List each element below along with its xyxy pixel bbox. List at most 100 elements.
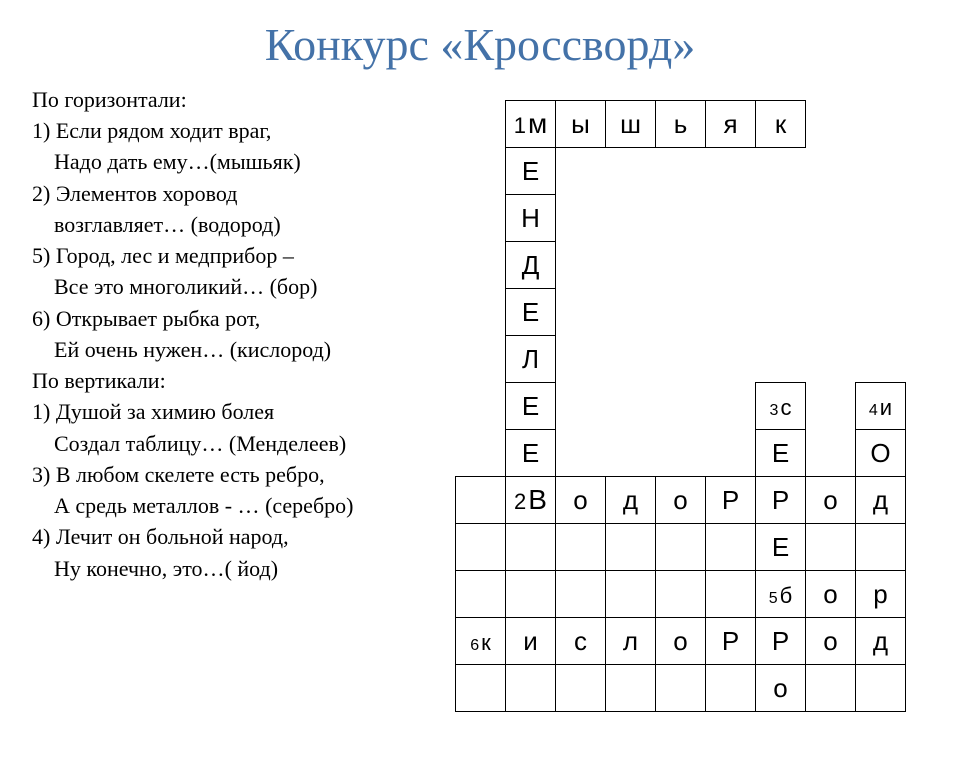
- grid-cell: о: [806, 618, 856, 665]
- grid-cell: [606, 430, 656, 477]
- grid-cell: [456, 148, 506, 195]
- grid-cell: [456, 289, 506, 336]
- grid-cell: [906, 289, 956, 336]
- grid-cell: [906, 430, 956, 477]
- grid-cell: [656, 242, 706, 289]
- grid-cell: [906, 665, 956, 712]
- grid-cell: [506, 712, 556, 758]
- grid-cell: [706, 242, 756, 289]
- grid-cell: л: [606, 618, 656, 665]
- grid-cell: [456, 712, 506, 758]
- grid-cell: [856, 336, 906, 383]
- grid-cell: [606, 336, 656, 383]
- grid-cell: [606, 524, 656, 571]
- grid-cell: [556, 195, 606, 242]
- grid-cell: Е: [506, 148, 556, 195]
- grid-cell: [856, 101, 906, 148]
- grid-cell: [656, 524, 706, 571]
- grid-cell: я: [706, 101, 756, 148]
- grid-cell: [606, 242, 656, 289]
- clue-v1-line1: 1) Душой за химию болея: [32, 396, 452, 427]
- grid-cell: Е: [756, 430, 806, 477]
- grid-cell: Р: [756, 477, 806, 524]
- clue-v1-line2: Создал таблицу… (Менделеев): [32, 428, 452, 459]
- grid-cell: Е: [506, 383, 556, 430]
- grid-cell: [456, 571, 506, 618]
- grid-cell: [606, 195, 656, 242]
- grid-cell: [656, 289, 706, 336]
- crossword-grid: 1мышьякЕНДЕЛЕ3с4иЕЕО2ВодоРРодЕ5бор6кисло…: [455, 100, 956, 758]
- grid-cell: [656, 430, 706, 477]
- grid-cell: [856, 289, 906, 336]
- grid-cell: [656, 336, 706, 383]
- grid-cell: [456, 336, 506, 383]
- clue-v4-line2: Ну конечно, это…( йод): [32, 553, 452, 584]
- grid-cell: 6к: [456, 618, 506, 665]
- grid-cell: Е: [506, 430, 556, 477]
- grid-cell: 4и: [856, 383, 906, 430]
- grid-cell: [706, 195, 756, 242]
- grid-cell: О: [856, 430, 906, 477]
- grid-cell: [906, 242, 956, 289]
- grid-cell: с: [556, 618, 606, 665]
- grid-cell: Е: [756, 524, 806, 571]
- grid-cell: [706, 571, 756, 618]
- grid-cell: [806, 430, 856, 477]
- grid-cell: [756, 242, 806, 289]
- grid-cell: [806, 336, 856, 383]
- grid-cell: [756, 148, 806, 195]
- clue-h1-line1: 1) Если рядом ходит враг,: [32, 115, 452, 146]
- grid-cell: [906, 618, 956, 665]
- grid-cell: [906, 101, 956, 148]
- grid-cell: [656, 383, 706, 430]
- grid-cell: ы: [556, 101, 606, 148]
- grid-cell: [556, 665, 606, 712]
- clue-h5-line2: Все это многоликий… (бор): [32, 271, 452, 302]
- grid-cell: [806, 148, 856, 195]
- vertical-heading: По вертикали:: [32, 365, 452, 396]
- grid-cell: [556, 148, 606, 195]
- horizontal-heading: По горизонтали:: [32, 84, 452, 115]
- grid-cell: [456, 665, 506, 712]
- grid-cell: о: [656, 477, 706, 524]
- grid-cell: о: [756, 665, 806, 712]
- grid-cell: ш: [606, 101, 656, 148]
- grid-cell: [606, 571, 656, 618]
- grid-cell: [606, 712, 656, 758]
- grid-cell: Р: [706, 477, 756, 524]
- grid-cell: [656, 712, 706, 758]
- grid-cell: р: [856, 571, 906, 618]
- grid-cell: [806, 242, 856, 289]
- grid-cell: [706, 289, 756, 336]
- grid-cell: и: [506, 618, 556, 665]
- grid-cell: [906, 571, 956, 618]
- grid-cell: о: [556, 477, 606, 524]
- grid-cell: [806, 101, 856, 148]
- grid-cell: [856, 524, 906, 571]
- grid-cell: [556, 524, 606, 571]
- grid-cell: [906, 148, 956, 195]
- clue-h6-line1: 6) Открывает рыбка рот,: [32, 303, 452, 334]
- clues-block: По горизонтали: 1) Если рядом ходит враг…: [32, 84, 452, 584]
- slide: Конкурс «Кроссворд» По горизонтали: 1) Е…: [0, 0, 960, 720]
- clue-v3-line2: А средь металлов - … (серебро): [32, 490, 452, 521]
- grid-cell: 5б: [756, 571, 806, 618]
- clue-h1-line2: Надо дать ему…(мышьяк): [32, 146, 452, 177]
- grid-cell: [806, 383, 856, 430]
- grid-cell: [656, 571, 706, 618]
- grid-cell: [756, 712, 806, 758]
- grid-cell: [506, 665, 556, 712]
- clue-h2-line1: 2) Элементов хоровод: [32, 178, 452, 209]
- page-title: Конкурс «Кроссворд»: [0, 18, 960, 71]
- clue-h5-line1: 5) Город, лес и медприбор –: [32, 240, 452, 271]
- grid-cell: [856, 148, 906, 195]
- grid-cell: 1м: [506, 101, 556, 148]
- grid-cell: [556, 242, 606, 289]
- clue-h2-line2: возглавляет… (водород): [32, 209, 452, 240]
- grid-cell: к: [756, 101, 806, 148]
- clue-h6-line2: Ей очень нужен… (кислород): [32, 334, 452, 365]
- grid-cell: [456, 101, 506, 148]
- grid-cell: 2В: [506, 477, 556, 524]
- grid-cell: ь: [656, 101, 706, 148]
- grid-cell: Л: [506, 336, 556, 383]
